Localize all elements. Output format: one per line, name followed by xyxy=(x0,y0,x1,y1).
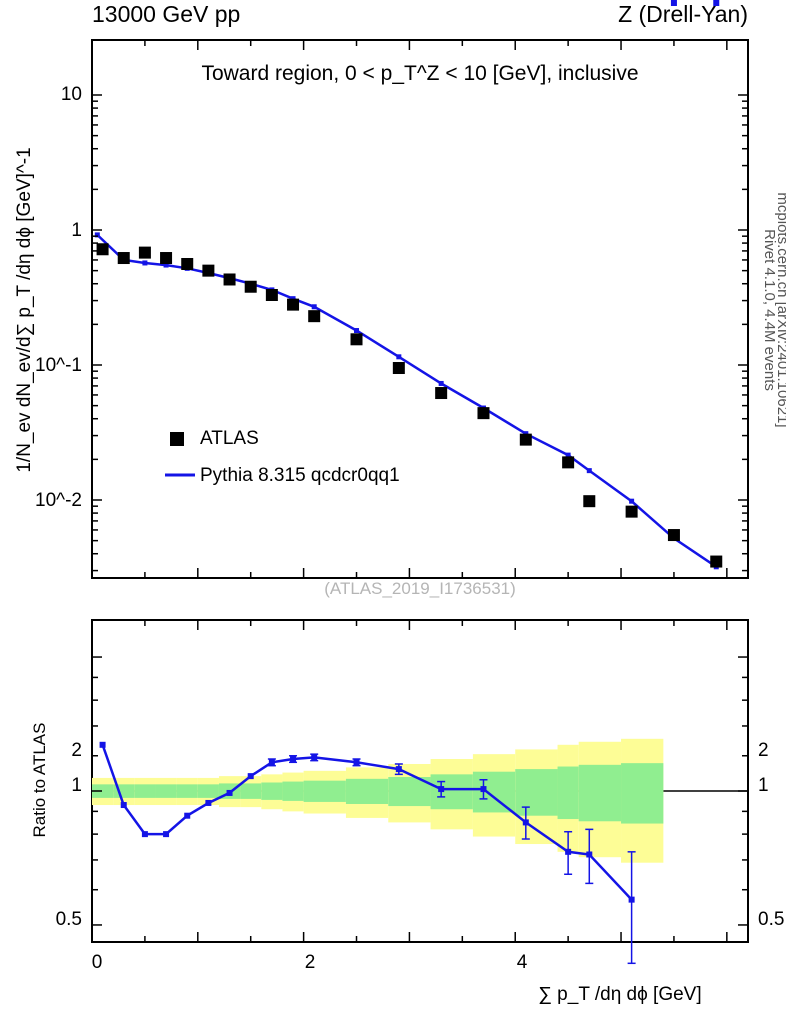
ratio-data-marker[interactable] xyxy=(629,897,635,903)
ratio-band-inner xyxy=(304,781,346,802)
atlas-data-marker[interactable] xyxy=(245,281,257,293)
ratio-data-marker[interactable] xyxy=(100,742,106,748)
ratio-data-marker[interactable] xyxy=(586,851,592,857)
ratio-band-inner xyxy=(431,774,473,809)
top-left-label: 13000 GeV pp xyxy=(92,1,240,27)
side-text-mcplots: mcplots.cern.ch [arXiv:2401.10621] xyxy=(774,192,786,427)
atlas-data-marker[interactable] xyxy=(668,529,680,541)
atlas-data-marker[interactable] xyxy=(160,252,172,264)
ratio-data-marker[interactable] xyxy=(523,819,529,825)
atlas-data-marker[interactable] xyxy=(562,456,574,468)
atlas-data-marker[interactable] xyxy=(287,299,299,311)
atlas-data-marker[interactable] xyxy=(520,434,532,446)
atlas-data-marker[interactable] xyxy=(435,387,447,399)
ratio-data-marker[interactable] xyxy=(671,0,677,6)
atlas-data-marker[interactable] xyxy=(308,310,320,322)
svg-text:4: 4 xyxy=(517,952,528,973)
top-right-label: Z (Drell-Yan) xyxy=(618,1,748,27)
atlas-data-marker[interactable] xyxy=(351,333,363,345)
legend-pythia-label: Pythia 8.315 qcdcr0qq1 xyxy=(200,465,400,486)
atlas-data-marker[interactable] xyxy=(97,243,109,255)
ratio-data-marker[interactable] xyxy=(269,759,275,765)
svg-text:0.5: 0.5 xyxy=(758,909,784,930)
ratio-band-inner xyxy=(134,784,155,798)
ratio-band-inner xyxy=(155,784,176,798)
legend-atlas-label: ATLAS xyxy=(200,428,259,449)
ratio-data-marker[interactable] xyxy=(311,754,317,760)
ratio-band-inner xyxy=(240,783,261,798)
ratio-band-inner xyxy=(346,779,388,804)
atlas-data-marker[interactable] xyxy=(181,258,193,270)
ratio-band-inner xyxy=(515,769,557,816)
atlas-data-marker[interactable] xyxy=(477,407,489,419)
atlas-data-marker[interactable] xyxy=(139,247,151,259)
ratio-data-marker[interactable] xyxy=(713,0,719,6)
svg-text:0: 0 xyxy=(92,952,103,973)
svg-text:1: 1 xyxy=(71,220,82,241)
atlas-data-marker[interactable] xyxy=(224,273,236,285)
ratio-band-inner xyxy=(558,767,579,820)
atlas-data-marker[interactable] xyxy=(202,265,214,277)
ratio-data-marker[interactable] xyxy=(480,786,486,792)
atlas-data-marker[interactable] xyxy=(626,506,638,518)
atlas-data-marker[interactable] xyxy=(710,556,722,568)
main-y-axis-label: 1/N_ev dN_ev/d∑ p_T /dη dϕ [GeV]^-1 xyxy=(14,147,35,472)
svg-text:2: 2 xyxy=(305,952,316,973)
svg-text:10^-2: 10^-2 xyxy=(35,490,82,511)
ratio-band-inner xyxy=(579,765,621,821)
ratio-data-marker[interactable] xyxy=(565,849,571,855)
ratio-data-marker[interactable] xyxy=(184,813,190,819)
ratio-x-axis-label: ∑ p_T /dη dϕ [GeV] xyxy=(538,984,701,1005)
main-panel-annotation: Toward region, 0 < p_T^Z < 10 [GeV], inc… xyxy=(201,62,638,85)
ratio-data-marker[interactable] xyxy=(205,800,211,806)
atlas-data-marker[interactable] xyxy=(393,362,405,374)
svg-text:2: 2 xyxy=(71,740,82,761)
ratio-band-inner xyxy=(473,772,515,813)
ratio-data-marker[interactable] xyxy=(142,831,148,837)
ratio-data-marker[interactable] xyxy=(290,756,296,762)
legend-pythia: Pythia 8.315 qcdcr0qq1 xyxy=(165,465,400,486)
ratio-data-marker[interactable] xyxy=(227,790,233,796)
ratio-band-inner xyxy=(282,782,303,801)
svg-text:0.5: 0.5 xyxy=(56,909,82,930)
ratio-band-inner xyxy=(621,763,663,823)
svg-text:1: 1 xyxy=(71,775,82,796)
background xyxy=(0,0,786,1024)
ratio-band-inner xyxy=(177,784,198,798)
svg-text:1: 1 xyxy=(758,775,769,796)
atlas-data-marker[interactable] xyxy=(118,252,130,264)
atlas-data-marker[interactable] xyxy=(583,495,595,507)
svg-text:10: 10 xyxy=(61,84,82,105)
svg-text:2: 2 xyxy=(758,740,769,761)
ratio-data-marker[interactable] xyxy=(121,802,127,808)
ratio-y-axis-label: Ratio to ATLAS xyxy=(30,723,49,838)
ratio-band-inner xyxy=(261,782,282,799)
ratio-data-marker[interactable] xyxy=(396,766,402,772)
ratio-data-marker[interactable] xyxy=(248,773,254,779)
legend-atlas-marker xyxy=(170,432,184,446)
ratio-data-marker[interactable] xyxy=(354,759,360,765)
ratio-band-inner xyxy=(198,784,219,798)
main-panel-watermark: (ATLAS_2019_I1736531) xyxy=(324,579,516,598)
ratio-data-marker[interactable] xyxy=(163,831,169,837)
ratio-x-axis-sub-sum: ∑ xyxy=(538,984,552,1005)
atlas-data-marker[interactable] xyxy=(266,289,278,301)
rivet-plot-container: 13000 GeV pp Z (Drell-Yan) Rivet 4.1.0, … xyxy=(0,0,786,1024)
ratio-data-marker[interactable] xyxy=(438,786,444,792)
svg-text:10^-1: 10^-1 xyxy=(35,355,82,376)
